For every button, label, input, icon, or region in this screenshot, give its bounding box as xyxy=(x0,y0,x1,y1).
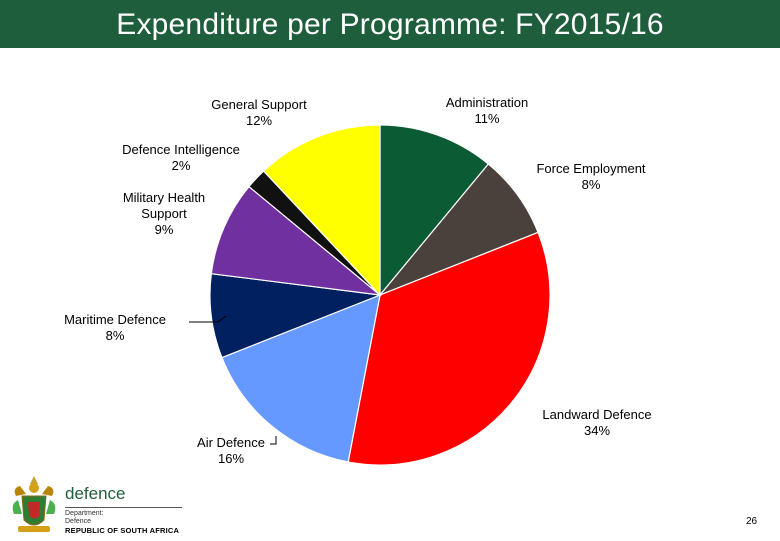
page-number: 26 xyxy=(746,516,758,527)
page-title: Expenditure per Programme: FY2015/16 xyxy=(116,8,664,41)
slice-label-air-defence: Air Defence 16% xyxy=(197,435,265,466)
logo-wordmark: defence xyxy=(65,484,126,503)
title-bar: Expenditure per Programme: FY2015/16 xyxy=(0,0,780,48)
coat-of-arms-icon xyxy=(12,476,56,532)
leader-lines xyxy=(189,315,277,445)
slice-label-military-health: Military Health Support 9% xyxy=(123,190,205,237)
slice-label-defence-intelligence: Defence Intelligence 2% xyxy=(122,142,240,173)
slice-label-maritime-defence: Maritime Defence 8% xyxy=(64,312,166,343)
pie-slice-military-health-support xyxy=(210,185,382,296)
slice-label-landward-defence: Landward Defence 34% xyxy=(542,407,651,438)
logo-department: Department: Defence xyxy=(65,510,104,526)
slice-label-force-employment: Force Employment 8% xyxy=(536,161,645,192)
logo-sub-line-1: Department: xyxy=(65,510,104,517)
defence-logo: defence Department: Defence REPUBLIC OF … xyxy=(8,474,188,538)
pie-slice-air-defence xyxy=(221,294,381,463)
pie-slice-administration xyxy=(379,124,490,297)
slice-label-administration: Administration 11% xyxy=(446,95,528,126)
logo-divider xyxy=(65,507,182,508)
leader-line xyxy=(270,436,277,445)
pie-slices xyxy=(209,124,551,466)
logo-republic: REPUBLIC OF SOUTH AFRICA xyxy=(65,526,180,535)
logo-sub-line-2: Defence xyxy=(65,518,92,525)
pie-slice-landward-defence xyxy=(347,231,551,466)
leader-line xyxy=(189,315,227,323)
slice-labels: General Support 12% Administration 11% Defen… xyxy=(64,95,652,466)
slice-label-general-support: General Support 12% xyxy=(211,97,307,128)
pie-slice-general-support xyxy=(262,124,381,297)
